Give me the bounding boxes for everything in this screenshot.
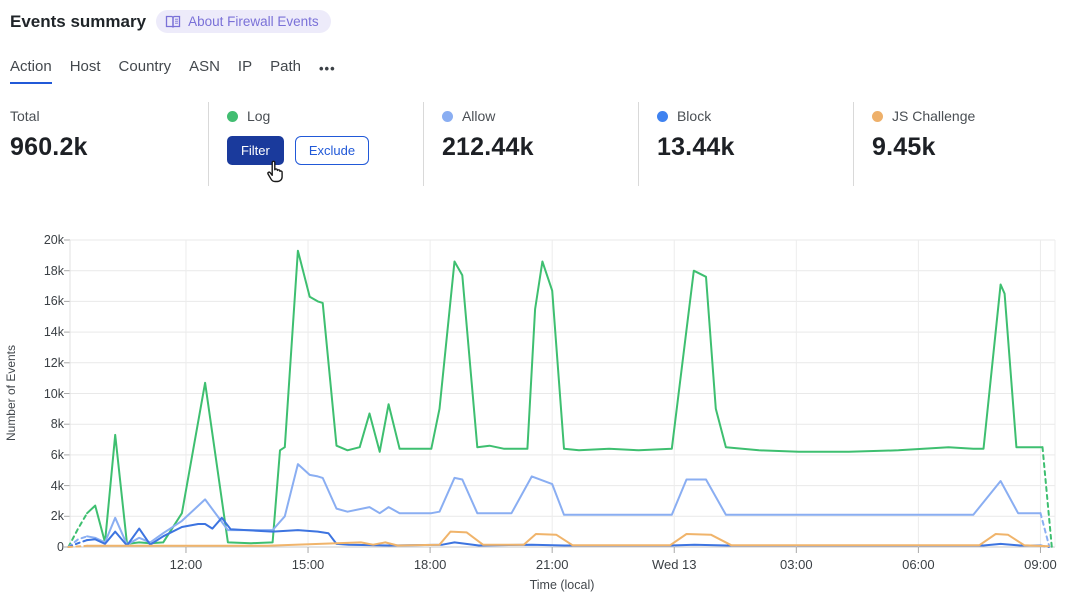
y-axis-tick-label: 18k bbox=[43, 263, 64, 278]
x-axis-tick-label: 12:00 bbox=[169, 557, 203, 572]
x-axis-tick-label: Wed 13 bbox=[651, 557, 697, 572]
events-chart-canvas[interactable] bbox=[0, 232, 1068, 562]
x-axis-tick-label: 06:00 bbox=[902, 557, 935, 572]
block-label: Block bbox=[676, 108, 712, 124]
filter-button[interactable]: Filter bbox=[226, 136, 284, 165]
series-allow bbox=[1039, 512, 1051, 548]
y-axis-tick-label: 14k bbox=[43, 325, 64, 340]
y-axis-tick-label: 4k bbox=[50, 478, 64, 493]
tab-path[interactable]: Path bbox=[270, 58, 301, 75]
header: Events summary About Firewall Events bbox=[10, 10, 331, 33]
stats-row: Total 960.2k Log Filter Exclude Allow 21… bbox=[0, 102, 1068, 186]
series-line-true bbox=[67, 512, 89, 548]
stat-allow: Allow 212.44k bbox=[422, 102, 638, 186]
y-axis-tick-label: 8k bbox=[50, 417, 64, 432]
series-line-true bbox=[67, 535, 89, 548]
y-axis-tick-label: 12k bbox=[43, 355, 64, 370]
summary-tabs: Action Host Country ASN IP Path ••• bbox=[10, 58, 336, 84]
tab-action[interactable]: Action bbox=[10, 58, 52, 84]
y-axis-tick-label: 2k bbox=[50, 509, 64, 524]
y-axis-tick-label: 10k bbox=[43, 386, 64, 401]
y-axis-tick-label: 20k bbox=[43, 233, 64, 247]
total-label: Total bbox=[10, 108, 40, 124]
x-axis-tick-label: 03:00 bbox=[780, 557, 813, 572]
y-axis-tick-label: 16k bbox=[43, 294, 64, 309]
block-value: 13.44k bbox=[656, 133, 735, 161]
x-axis-tick-label: 09:00 bbox=[1024, 557, 1057, 572]
js-challenge-label: JS Challenge bbox=[891, 108, 976, 124]
tab-host[interactable]: Host bbox=[69, 58, 101, 75]
log-legend-dot bbox=[226, 110, 238, 122]
series-line-false bbox=[86, 463, 1042, 546]
js-challenge-legend-dot bbox=[871, 110, 883, 122]
series-js-challenge bbox=[86, 530, 1050, 548]
page-title: Events summary bbox=[10, 11, 147, 31]
series-log bbox=[1041, 446, 1053, 548]
events-chart[interactable]: 0 2k 4k 6k 8k 10k 12k 14k 16k 18k 20k 12:00 15:00 18:… bbox=[0, 232, 1068, 594]
x-axis-title: Time (local) bbox=[529, 578, 595, 592]
y-axis-tick-label: 0 bbox=[57, 540, 64, 554]
tab-asn[interactable]: ASN bbox=[189, 58, 220, 75]
exclude-button[interactable]: Exclude bbox=[294, 136, 370, 165]
tabs-more-button[interactable]: ••• bbox=[318, 61, 336, 76]
x-axis-tick-label: 21:00 bbox=[535, 557, 569, 572]
block-legend-dot bbox=[656, 110, 668, 122]
stat-block: Block 13.44k bbox=[637, 102, 853, 186]
log-label: Log bbox=[246, 108, 271, 124]
series-line-true bbox=[67, 544, 89, 548]
stat-js-challenge: JS Challenge 9.45k bbox=[852, 102, 1068, 186]
series-line-false bbox=[86, 249, 1044, 545]
series-line-true bbox=[67, 539, 89, 548]
x-axis-tick-label: 15:00 bbox=[291, 557, 325, 572]
allow-value: 212.44k bbox=[441, 133, 534, 161]
stat-log: Log Filter Exclude bbox=[207, 102, 423, 186]
x-axis-tick-label: 18:00 bbox=[413, 557, 447, 572]
allow-legend-dot bbox=[441, 110, 453, 122]
tab-country[interactable]: Country bbox=[118, 58, 172, 75]
total-value: 960.2k bbox=[10, 133, 88, 161]
stat-total: Total 960.2k bbox=[0, 102, 208, 186]
book-icon bbox=[165, 15, 181, 28]
js-challenge-value: 9.45k bbox=[871, 133, 936, 161]
y-axis-title: Number of Events bbox=[4, 344, 18, 442]
tab-ip[interactable]: IP bbox=[237, 58, 253, 75]
y-axis-tick-label: 6k bbox=[50, 447, 64, 462]
badge-label: About Firewall Events bbox=[188, 14, 319, 29]
series-line-false bbox=[86, 516, 1042, 547]
about-firewall-events-badge[interactable]: About Firewall Events bbox=[156, 10, 331, 33]
allow-label: Allow bbox=[461, 108, 496, 124]
